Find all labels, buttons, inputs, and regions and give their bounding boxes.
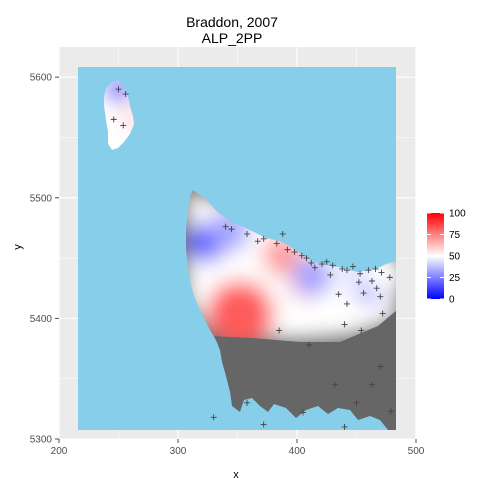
polling-place-16 — [357, 270, 364, 277]
vote-share-field-island — [104, 80, 134, 150]
polling-place-33 — [110, 116, 117, 123]
polling-place-24 — [360, 290, 367, 297]
polling-place-7 — [298, 252, 305, 259]
polling-place-31 — [115, 86, 122, 93]
polling-place-39 — [305, 341, 312, 348]
polling-place-15 — [349, 263, 356, 270]
vote-share-field-mainland — [186, 190, 396, 430]
polling-place-28 — [311, 264, 318, 271]
chart-subtitle: ALP_2PP — [202, 30, 263, 46]
polling-place-1 — [228, 226, 235, 233]
hotspot-2 — [205, 280, 274, 349]
polling-place-36 — [379, 310, 386, 317]
polling-place-37 — [341, 321, 348, 328]
hotspot-11 — [106, 113, 131, 138]
chart-title: Braddon, 2007 — [186, 14, 278, 30]
polling-place-9 — [308, 259, 315, 266]
polling-place-2 — [244, 230, 251, 237]
polling-place-3 — [260, 235, 267, 242]
x-tick-label-1: 300 — [170, 446, 187, 457]
polling-place-20 — [386, 274, 393, 281]
polling-place-34 — [120, 122, 127, 129]
hotspot-5 — [292, 256, 333, 297]
polling-place-50 — [341, 423, 348, 430]
polling-place-38 — [358, 327, 365, 334]
polling-place-18 — [372, 265, 379, 272]
polling-place-25 — [343, 300, 350, 307]
polling-place-26 — [335, 291, 342, 298]
legend-label-4: 100 — [449, 209, 466, 220]
polling-place-32 — [122, 91, 129, 98]
x-tick-label-3: 500 — [408, 446, 425, 457]
polling-place-8 — [303, 255, 310, 262]
polling-place-11 — [323, 258, 330, 265]
polling-place-27 — [327, 271, 334, 278]
legend-label-1: 25 — [449, 273, 461, 284]
legend-colorbar — [427, 213, 444, 299]
polling-place-42 — [368, 381, 375, 388]
polling-place-10 — [318, 261, 325, 268]
polling-place-19 — [378, 269, 385, 276]
polling-place-13 — [339, 265, 346, 272]
polling-place-22 — [368, 277, 375, 284]
x-axis-title: x — [233, 469, 239, 481]
polling-place-14 — [343, 267, 350, 274]
y-tick-label-0: 5300 — [30, 435, 53, 446]
polling-place-17 — [365, 267, 372, 274]
polling-place-markers — [110, 86, 395, 430]
polling-place-23 — [373, 285, 380, 292]
polling-place-40 — [276, 327, 283, 334]
polling-place-6 — [291, 249, 298, 256]
polling-place-44 — [353, 399, 360, 406]
land-no-data — [210, 310, 396, 430]
color-legend: 0 25 50 75 100 — [427, 209, 466, 306]
polling-place-35 — [377, 293, 384, 300]
polling-place-30 — [254, 238, 261, 245]
polling-place-5 — [284, 246, 291, 253]
legend-label-3: 75 — [449, 230, 461, 241]
polling-place-12 — [329, 262, 336, 269]
legend-label-2: 50 — [449, 252, 461, 263]
polling-place-41 — [377, 363, 384, 370]
polling-place-45 — [388, 408, 395, 415]
y-tick-label-1: 5400 — [30, 314, 53, 325]
y-tick-label-3: 5600 — [30, 73, 53, 84]
polling-place-46 — [299, 409, 306, 416]
x-axis: 200 300 400 500 — [51, 439, 425, 457]
polling-place-29 — [279, 230, 286, 237]
polling-place-21 — [355, 279, 362, 286]
legend-label-0: 0 — [449, 295, 455, 306]
y-axis-title: y — [12, 244, 24, 250]
polling-place-48 — [210, 414, 217, 421]
polling-place-49 — [260, 421, 267, 428]
y-axis: 5300 5400 5500 5600 — [30, 73, 59, 446]
y-tick-label-2: 5500 — [30, 193, 53, 204]
polling-place-47 — [244, 399, 251, 406]
data-layer — [78, 67, 396, 430]
x-tick-label-0: 200 — [51, 446, 68, 457]
polling-place-43 — [332, 381, 339, 388]
polling-place-0 — [222, 223, 229, 230]
polling-place-4 — [273, 240, 280, 247]
x-tick-label-2: 400 — [289, 446, 306, 457]
